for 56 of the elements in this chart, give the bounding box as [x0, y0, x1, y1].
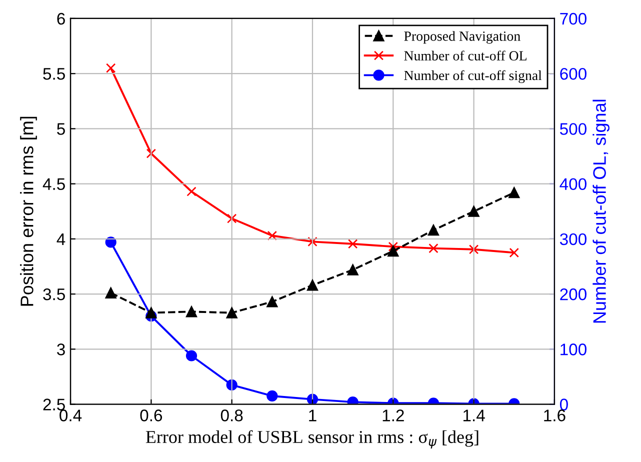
point [226, 214, 237, 224]
point [428, 224, 440, 236]
y-tick-label: 3.5 [43, 288, 65, 300]
y2-tick-label: 100 [560, 344, 586, 356]
point [468, 206, 480, 217]
point [388, 245, 399, 257]
y2-tick-label: 200 [560, 288, 586, 300]
point [105, 236, 116, 248]
point [105, 287, 116, 298]
y-axis-title: Position error in rms [m] [20, 116, 37, 306]
point [186, 306, 198, 318]
point [267, 230, 278, 240]
point [266, 296, 278, 308]
y2-tick-label: 600 [560, 68, 586, 80]
y-tick-label: 4 [56, 233, 66, 245]
x-tick-label: 1 [309, 410, 316, 422]
point [347, 264, 358, 276]
point [509, 248, 519, 258]
point [186, 186, 196, 196]
x-tick-label: 1.2 [382, 410, 404, 422]
point [508, 187, 520, 198]
y-tick-label: 4.5 [42, 178, 65, 190]
point [146, 307, 157, 318]
point [266, 390, 278, 402]
point [388, 242, 398, 252]
y2-tick-label: 500 [560, 123, 586, 135]
point [186, 350, 198, 362]
point [468, 244, 479, 254]
point [146, 148, 156, 158]
x-tick-label: 1.4 [463, 410, 485, 422]
y2-axis-title: Number of cut-off OL, signal [592, 100, 610, 323]
y-tick-label: 5 [57, 123, 65, 135]
legend-label: Proposed Navigation [404, 31, 520, 44]
legend-label: Number of cut-off OL [404, 50, 526, 61]
x-axis-title: Error model of USBL sensor in rms : σ$_{ψ}$ [deg] [146, 430, 478, 449]
x-tick-label: 0.4 [60, 410, 82, 422]
point [308, 236, 318, 247]
point [226, 307, 238, 318]
x-tick-label: 0.6 [140, 410, 162, 422]
y-tick-label: 2.5 [43, 398, 65, 410]
y-tick-label: 6 [57, 12, 65, 25]
point [428, 243, 438, 254]
point [226, 379, 238, 391]
point [106, 63, 116, 73]
point [348, 239, 358, 249]
y2-tick-label: 400 [560, 178, 586, 190]
y2-tick-label: 700 [560, 12, 586, 25]
y2-tick-label: 300 [560, 233, 586, 246]
legend-label: Number of cut-off signal [404, 70, 542, 84]
y-tick-label: 5.5 [43, 68, 65, 80]
x-tick-label: 0.8 [220, 410, 243, 422]
x-tick-label: 1.6 [544, 410, 566, 422]
y-tick-label: 3 [57, 344, 65, 356]
point [306, 280, 318, 291]
y2-tick-label: 0 [560, 398, 568, 410]
point [306, 394, 318, 404]
